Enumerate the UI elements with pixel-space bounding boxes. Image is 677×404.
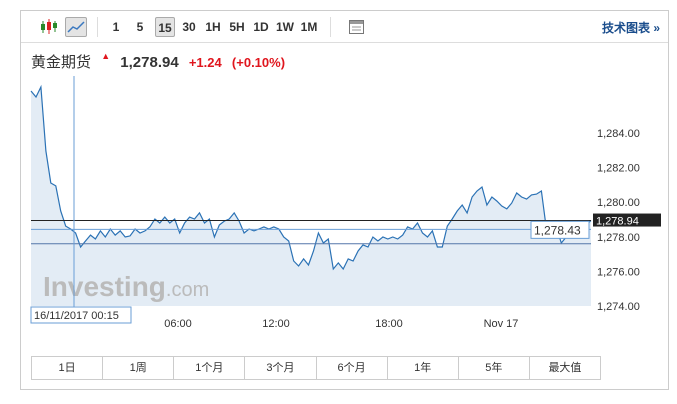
x-tick-label: 18:00 — [375, 318, 403, 330]
price-chart[interactable]: Investing.com 1,278.941,278.43 1,274.001… — [21, 11, 670, 351]
instrument-header: 黄金期货 ▲ 1,278.94 +1.24 (+0.10%) — [31, 51, 291, 72]
interval-5[interactable]: 5 — [136, 20, 144, 34]
cursor-price-box — [530, 220, 590, 239]
interval-1w[interactable]: 1W — [276, 20, 294, 34]
price-change: +1.24 — [188, 55, 222, 70]
last-price-label: 1,278.94 — [596, 216, 639, 228]
x-tick-label: Nov 17 — [484, 318, 519, 330]
y-tick-label: 1,284.00 — [597, 128, 640, 140]
line-chart-icon — [67, 21, 85, 33]
candlestick-icon[interactable] — [39, 18, 59, 36]
price-change-pct: (+0.10%) — [231, 55, 286, 70]
price-line — [30, 84, 592, 271]
y-tick-label: 1,278.00 — [597, 232, 640, 244]
range-button[interactable]: 1年 — [388, 357, 459, 379]
x-tick-label: 12:00 — [262, 318, 290, 330]
interval-1m[interactable]: 1M — [300, 20, 318, 34]
range-button[interactable]: 最大值 — [548, 362, 582, 374]
toolbar: 1 5 15 30 1H 5H 1D 1W 1M 技术图表 » — [21, 11, 668, 43]
line-chart-button[interactable] — [65, 17, 87, 37]
range-button[interactable]: 6个月 — [317, 357, 388, 379]
divider — [97, 17, 98, 37]
cursor-time-label: 16/11/2017 00:15 — [34, 310, 119, 322]
interval-1h[interactable]: 1H — [205, 20, 221, 34]
cursor-price-label: 1,278.43 — [534, 223, 581, 237]
up-arrow-icon: ▲ — [101, 51, 111, 61]
last-price: 1,278.94 — [120, 54, 179, 71]
range-button[interactable]: 3个月 — [245, 357, 317, 379]
price-area — [31, 87, 591, 306]
interval-1d[interactable]: 1D — [253, 20, 269, 34]
interval-30[interactable]: 30 — [182, 20, 196, 34]
range-button[interactable]: 1个月 — [174, 357, 246, 379]
interval-1[interactable]: 1 — [112, 20, 120, 34]
chart-widget: 1 5 15 30 1H 5H 1D 1W 1M 技术图表 » 黄金期货 ▲ 1… — [20, 10, 669, 390]
y-tick-label: 1,282.00 — [597, 163, 640, 175]
range-button[interactable]: 5年 — [459, 357, 530, 379]
interval-5h[interactable]: 5H — [229, 20, 245, 34]
range-button[interactable]: 1周 — [103, 357, 175, 379]
range-selector: 1日 1周 1个月 3个月 6个月 1年 5年 最大值 — [31, 356, 601, 380]
y-tick-label: 1,280.00 — [597, 197, 640, 209]
y-tick-label: 1,276.00 — [597, 266, 640, 278]
range-button[interactable]: 1日 — [32, 357, 104, 379]
divider — [330, 17, 331, 37]
table-icon[interactable] — [349, 20, 364, 34]
x-tick-label: 06:00 — [164, 318, 192, 330]
instrument-name: 黄金期货 — [31, 54, 92, 71]
y-tick-label: 1,274.00 — [597, 301, 640, 313]
interval-15[interactable]: 15 — [155, 17, 175, 37]
technical-chart-link[interactable]: 技术图表 » — [601, 21, 660, 35]
last-price-box — [593, 213, 661, 227]
cursor-time-box — [30, 306, 132, 324]
